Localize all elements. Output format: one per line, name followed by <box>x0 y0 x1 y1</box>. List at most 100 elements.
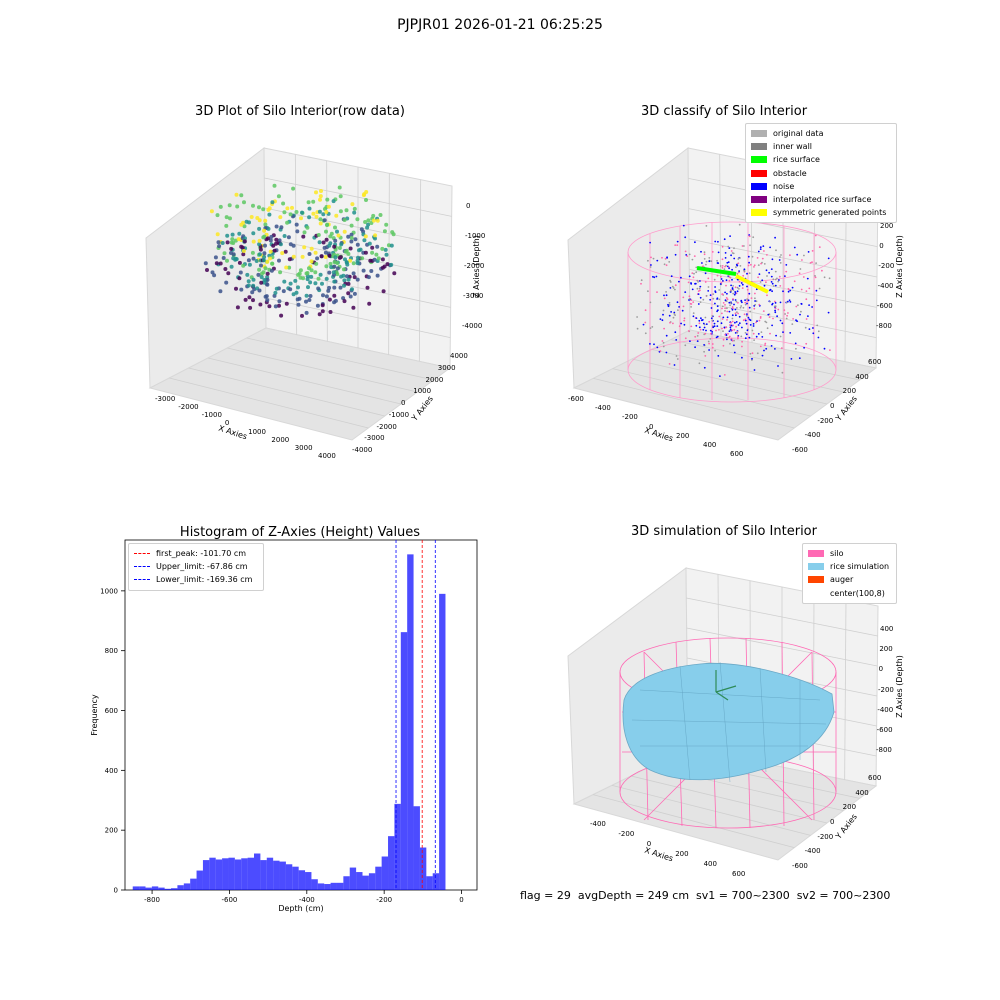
classify-point <box>713 322 716 325</box>
simulation-legend: silo rice simulation auger center(100,8) <box>802 543 897 604</box>
classify-point <box>719 375 721 377</box>
classify-point <box>726 319 728 321</box>
raw-point <box>277 258 281 263</box>
classify-point <box>736 307 738 309</box>
classify-point <box>694 282 696 285</box>
classify-point <box>680 276 682 279</box>
simulation-x-tick: 400 <box>703 860 717 868</box>
classify-point <box>725 334 728 336</box>
histogram-bar <box>158 887 165 890</box>
raw-y-tick: -2000 <box>376 422 397 431</box>
classify-point <box>730 337 733 340</box>
classify-point <box>724 310 726 312</box>
classify-point <box>779 335 782 338</box>
legend-label: Lower_limit: -169.36 cm <box>156 575 253 585</box>
classify-point <box>736 286 739 289</box>
classify-point <box>680 322 682 325</box>
classify-point <box>721 265 724 267</box>
classify-point <box>703 258 706 260</box>
raw-point <box>237 276 242 281</box>
raw-point <box>331 199 336 204</box>
classify-point <box>774 348 776 350</box>
raw-point <box>328 261 333 266</box>
classify-point <box>749 244 751 247</box>
legend-label: noise <box>773 181 795 191</box>
raw-point <box>262 251 267 256</box>
raw-point <box>338 209 343 214</box>
classify-point <box>704 332 707 335</box>
raw-point <box>366 275 371 280</box>
classify-point <box>728 310 731 313</box>
raw-point <box>257 205 261 210</box>
classify-point <box>812 332 815 335</box>
raw-y-tick: -4000 <box>352 446 373 454</box>
classify-point <box>699 301 702 303</box>
classify-point <box>752 236 755 239</box>
classify-point <box>691 272 694 274</box>
classify-point <box>718 328 720 331</box>
raw-point <box>295 229 300 234</box>
histogram-x-tick-label: -600 <box>221 896 237 904</box>
classify-point <box>727 261 730 264</box>
classify-point <box>737 336 739 338</box>
raw-point <box>324 237 329 242</box>
classify-point <box>721 305 724 308</box>
classify-point <box>710 307 713 309</box>
classify-point <box>738 223 741 226</box>
classify-point <box>661 340 664 342</box>
raw-point <box>259 280 264 285</box>
raw-point <box>309 246 314 251</box>
classify-point <box>765 321 768 324</box>
classify-point <box>779 256 781 258</box>
raw-point <box>257 252 262 257</box>
raw-point <box>287 257 292 262</box>
simulation-z-tick: 400 <box>880 625 894 633</box>
legend-entry: auger <box>808 573 891 586</box>
classify-point <box>757 264 760 266</box>
raw-point <box>265 259 270 264</box>
simulation-x-tick: 600 <box>732 870 746 878</box>
raw-point <box>220 241 225 245</box>
classify-z-tick: -200 <box>878 262 895 270</box>
classify-point <box>732 298 734 300</box>
classify-point <box>815 299 818 302</box>
histogram-x-ticks: -800 -600 -400 -200 0 <box>144 890 464 904</box>
classify-point <box>703 326 706 329</box>
classify-point <box>758 303 761 306</box>
classify-point <box>741 283 744 286</box>
classify-point <box>772 278 775 281</box>
raw-point <box>296 272 301 277</box>
classify-point <box>731 339 734 342</box>
classify-point <box>652 257 655 260</box>
classify-point <box>678 280 680 283</box>
classify-point <box>765 269 768 272</box>
raw-point <box>268 249 273 254</box>
raw-point <box>346 234 351 239</box>
raw-point <box>374 252 379 257</box>
classify-point <box>721 318 724 320</box>
histogram-bar <box>151 886 159 890</box>
raw-point <box>353 237 358 242</box>
classify-point <box>663 294 665 297</box>
classify-point <box>695 324 698 327</box>
classify-point <box>709 329 712 332</box>
classify-point <box>737 301 739 304</box>
classify-point <box>766 275 768 277</box>
classify-point <box>782 290 784 293</box>
classify-point <box>765 347 768 350</box>
classify-point <box>714 349 716 352</box>
classify-point <box>708 342 710 345</box>
raw-point <box>344 208 349 213</box>
classify-point <box>745 322 748 325</box>
classify-point <box>697 281 699 283</box>
classify-point <box>709 338 712 340</box>
classify-point <box>653 343 655 346</box>
classify-point <box>728 267 730 270</box>
raw-point <box>261 258 266 263</box>
histogram-bar <box>362 875 369 890</box>
legend-label: interpolated rice surface <box>773 195 872 205</box>
raw-point <box>224 215 229 220</box>
raw-point <box>349 223 354 228</box>
raw-gridlines <box>169 154 452 429</box>
legend-entry: Upper_limit: -67.86 cm <box>134 560 258 573</box>
